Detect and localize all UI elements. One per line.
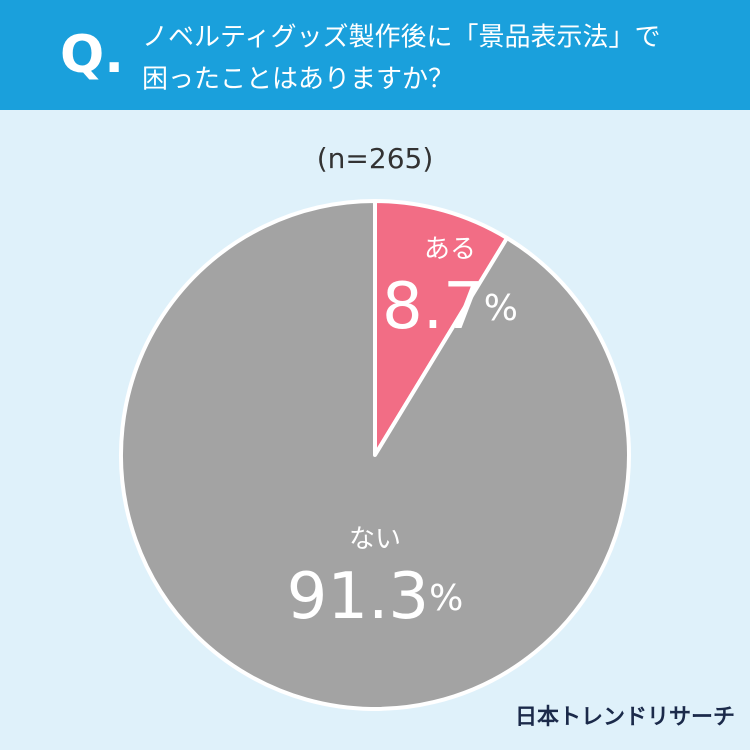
slice-value-label: 91.3%: [287, 560, 464, 634]
source: 日本トレンドリサーチ: [515, 705, 735, 730]
subtitle: (n=265): [317, 142, 434, 175]
pie-slice: [119, 199, 631, 711]
header: [0, 0, 750, 110]
slice-value-label: 8.7%: [382, 270, 518, 344]
pie-slice: [373, 199, 510, 457]
question-label: Q.: [60, 25, 124, 85]
question-title: 困ったことはありますか？: [142, 65, 454, 95]
pie: [119, 199, 631, 711]
slice-category: ない: [349, 525, 401, 555]
slice-category: ある: [424, 235, 476, 265]
question-title: ノベルティグッズ製作後に「景品表示法」で: [142, 23, 660, 53]
